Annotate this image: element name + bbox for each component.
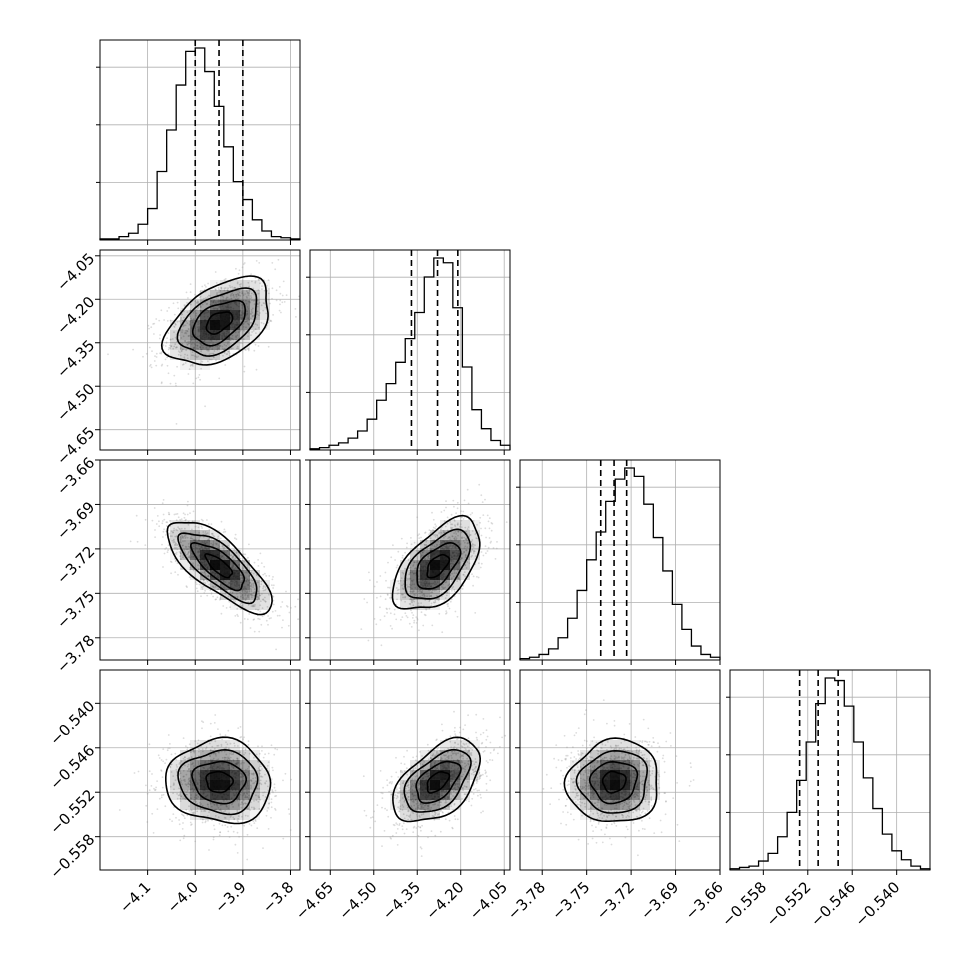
contour-level-1 <box>416 541 462 590</box>
panel-frame <box>99 39 301 241</box>
contour-level-2 <box>403 748 472 813</box>
contour-level-2 <box>177 532 258 605</box>
x-tick-label: −4.0 <box>164 878 202 916</box>
contour-level-1 <box>588 760 639 805</box>
contour-level-3 <box>391 514 481 610</box>
x-tick-label: −0.540 <box>852 878 904 930</box>
x-tick-label: −3.9 <box>211 878 249 916</box>
histogram-step-0 <box>99 47 301 240</box>
contour-level-2 <box>404 528 472 600</box>
scatter-panel-0-1 <box>99 249 301 451</box>
panel-frame <box>309 249 511 451</box>
y-tick-label: −4.05 <box>53 249 98 294</box>
y-tick-label: −3.72 <box>53 543 98 588</box>
histogram-step-1 <box>309 257 511 450</box>
x-tick-label: −3.78 <box>504 878 549 923</box>
histogram-step-2 <box>519 467 721 660</box>
y-tick-label: −0.546 <box>46 741 98 793</box>
scatter-panel-1-3 <box>309 669 511 871</box>
x-tick-label: −0.546 <box>807 878 859 930</box>
panel-frame <box>99 249 301 451</box>
scatter-panel-0-3 <box>99 669 301 871</box>
x-tick-label: −4.1 <box>116 878 154 916</box>
contour-level-1 <box>189 541 246 592</box>
panel-frame <box>99 459 301 661</box>
scatter-panel-0-2 <box>99 459 301 661</box>
y-tick-label: −3.69 <box>53 498 98 543</box>
contour-level-0 <box>426 553 451 579</box>
marginal-panel-0 <box>96 39 301 241</box>
contour-level-2 <box>177 748 259 816</box>
x-tick-label: −4.35 <box>379 878 424 923</box>
scatter-panel-2-3 <box>519 669 721 871</box>
scatter-panel-1-2 <box>309 459 511 661</box>
contour-level-3 <box>563 737 658 822</box>
contour-level-2 <box>575 749 649 814</box>
x-tick-label: −0.558 <box>718 878 770 930</box>
panel-frame <box>309 459 511 661</box>
y-tick-label: −4.20 <box>53 293 98 338</box>
x-tick-label: −0.552 <box>763 878 815 930</box>
contour-level-3 <box>165 736 272 825</box>
x-tick-label: −4.65 <box>292 878 337 923</box>
y-tick-label: −0.540 <box>46 697 98 749</box>
x-tick-label: −3.75 <box>548 878 593 923</box>
contour-level-0 <box>205 311 234 335</box>
contour-level-3 <box>166 521 273 616</box>
x-axis-3: −0.558−0.552−0.546−0.540 <box>718 870 903 930</box>
contour-level-0 <box>205 770 235 794</box>
marginal-panel-1 <box>306 249 511 451</box>
panel-frame <box>99 669 301 871</box>
contour-level-1 <box>191 299 247 347</box>
x-tick-label: −3.69 <box>637 878 682 923</box>
marginal-panel-3 <box>726 669 931 871</box>
panel-frame <box>519 669 721 871</box>
contour-level-3 <box>160 275 269 366</box>
y-tick-label: −4.50 <box>53 380 98 425</box>
density-shading <box>170 520 270 610</box>
y-tick-label: −4.35 <box>53 336 98 381</box>
density-shading <box>390 740 480 820</box>
contour-level-0 <box>426 770 451 794</box>
density-shading <box>570 740 660 820</box>
y-tick-label: −3.78 <box>53 631 98 676</box>
x-tick-label: −4.20 <box>422 878 467 923</box>
x-tick-label: −4.05 <box>466 878 511 923</box>
contour-level-1 <box>415 760 462 804</box>
contour-level-0 <box>601 770 627 794</box>
y-tick-label: −0.558 <box>46 830 98 882</box>
x-tick-label: −4.50 <box>335 878 380 923</box>
panel-frame <box>729 669 931 871</box>
histogram-step-3 <box>729 677 931 870</box>
marginal-panel-2 <box>516 459 721 661</box>
y-axis-1: −4.65−4.50−4.35−4.20−4.05 <box>53 249 100 469</box>
y-tick-label: −0.552 <box>46 786 98 838</box>
panel-frame <box>309 669 511 871</box>
contour-level-3 <box>392 736 482 823</box>
y-tick-label: −3.75 <box>53 587 98 632</box>
contour-level-1 <box>191 760 247 805</box>
contour-level-2 <box>176 287 258 357</box>
contour-level-0 <box>204 553 234 579</box>
panel-frame <box>519 459 721 661</box>
x-tick-label: −3.72 <box>593 878 638 923</box>
